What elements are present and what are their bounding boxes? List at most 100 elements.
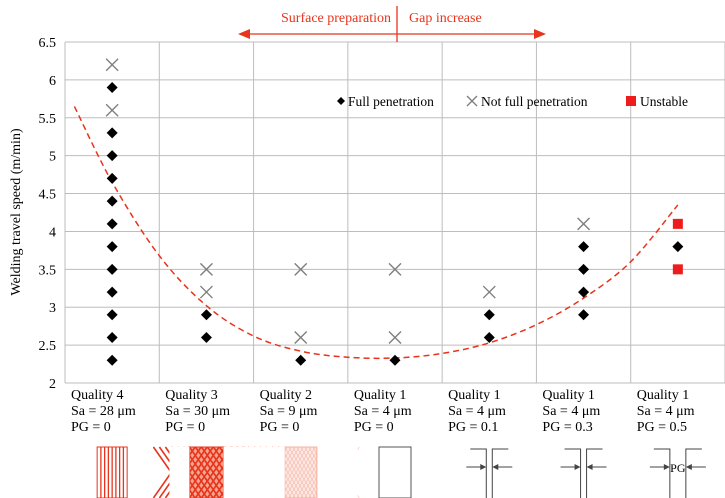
y-axis-ticks: 2 2.5 3 3.5 4 4.5 5 5.5 6 6.5: [39, 36, 57, 392]
point-full-penetration: [106, 241, 118, 253]
point-full-penetration: [578, 241, 590, 253]
x-stroke: [388, 331, 402, 345]
fine-pattern-icon: [244, 446, 360, 498]
data-points: [105, 58, 684, 366]
point-not-full-penetration: [577, 217, 591, 231]
point-full-penetration: [200, 309, 212, 321]
icon-mask: [244, 447, 285, 498]
y-axis-label: Welding travel speed (m/min): [9, 128, 24, 296]
x-stroke: [577, 217, 591, 231]
gap-arrows-icon: [560, 448, 607, 498]
gap-arrows-pg-icon: PG: [649, 448, 706, 498]
category-line2: Sa = 4 μm: [354, 404, 412, 419]
point-not-full-penetration: [482, 285, 496, 299]
icon-mask: [317, 447, 358, 498]
point-full-penetration: [106, 263, 118, 275]
arrowhead-icon: [663, 464, 670, 470]
sample-icons: PG: [96, 446, 706, 498]
arrowhead-icon: [574, 464, 581, 470]
point-full-penetration: [106, 286, 118, 298]
legend-label-not-full: Not full penetration: [481, 94, 588, 109]
arrowhead-icon: [685, 464, 692, 470]
category-line3: PG = 0: [260, 420, 300, 435]
point-full-penetration: [578, 286, 590, 298]
y-tick-label: 2: [49, 377, 56, 392]
x-stroke: [105, 103, 119, 117]
category-line2: Sa = 4 μm: [542, 404, 600, 419]
point-not-full-penetration: [388, 331, 402, 345]
category-line1: Quality 2: [260, 388, 313, 403]
legend-diamond-icon: [337, 97, 345, 105]
point-full-penetration: [389, 354, 401, 366]
x-stroke: [482, 285, 496, 299]
point-not-full-penetration: [388, 262, 402, 276]
point-unstable: [672, 218, 683, 229]
category-line1: Quality 1: [448, 388, 501, 403]
point-full-penetration: [578, 309, 590, 321]
category-line3: PG = 0: [165, 420, 205, 435]
x-stroke: [105, 58, 119, 72]
category-line2: Sa = 4 μm: [448, 404, 506, 419]
annotation-left-label: Surface preparation: [281, 11, 391, 26]
point-not-full-penetration: [294, 331, 308, 345]
arrowhead-icon: [586, 464, 593, 470]
arrowhead-right-icon: [534, 29, 546, 39]
category-line2: Sa = 30 μm: [165, 404, 230, 419]
trend-line: [73, 106, 679, 360]
y-tick-label: 3.5: [39, 263, 57, 278]
y-tick-label: 6: [49, 74, 56, 89]
category-line2: Sa = 4 μm: [637, 404, 695, 419]
y-tick-label: 5: [49, 150, 56, 165]
y-tick-label: 4: [49, 225, 56, 240]
y-tick-label: 2.5: [39, 339, 57, 354]
point-full-penetration: [106, 309, 118, 321]
category-line3: PG = 0.1: [448, 420, 498, 435]
point-unstable: [672, 264, 683, 275]
legend: Full penetration Not full penetration Un…: [337, 94, 688, 109]
category-line3: PG = 0.5: [637, 420, 687, 435]
point-not-full-penetration: [199, 285, 213, 299]
category-line1: Quality 1: [354, 388, 407, 403]
plate-left: [653, 448, 671, 498]
legend-label-full: Full penetration: [348, 94, 434, 109]
point-full-penetration: [106, 127, 118, 139]
y-tick-label: 4.5: [39, 188, 57, 203]
annotation-right-label: Gap increase: [409, 11, 482, 26]
annotation-arrows: Surface preparation Gap increase: [238, 6, 546, 42]
grid: [64, 41, 725, 384]
category-line3: PG = 0.3: [542, 420, 592, 435]
point-full-penetration: [200, 332, 212, 344]
point-not-full-penetration: [105, 103, 119, 117]
gap-label: PG: [670, 461, 686, 475]
arrowhead-icon: [480, 464, 487, 470]
point-not-full-penetration: [105, 58, 119, 72]
category-line1: Quality 1: [542, 388, 595, 403]
point-full-penetration: [295, 354, 307, 366]
icon-mask: [169, 447, 190, 498]
x-stroke: [294, 331, 308, 345]
point-full-penetration: [106, 150, 118, 162]
x-stroke: [199, 285, 213, 299]
legend-square-icon: [626, 96, 636, 106]
icon-hatch: [280, 446, 312, 498]
category-line3: PG = 0: [354, 420, 394, 435]
y-tick-label: 5.5: [39, 112, 57, 127]
point-full-penetration: [106, 172, 118, 184]
y-tick-label: 6.5: [39, 36, 57, 51]
plate-right: [685, 448, 702, 498]
legend-x-icon: [466, 95, 478, 107]
x-stroke: [199, 262, 213, 276]
plate-left: [470, 448, 487, 498]
point-full-penetration: [106, 195, 118, 207]
blank-plate-icon: [378, 446, 412, 498]
icon-hatch: [288, 446, 320, 498]
category-line1: Quality 4: [71, 388, 124, 403]
point-full-penetration: [483, 332, 495, 344]
legend-label-unstable: Unstable: [640, 94, 688, 109]
point-not-full-penetration: [199, 262, 213, 276]
point-full-penetration: [106, 218, 118, 230]
point-full-penetration: [578, 263, 590, 275]
plate-left: [564, 448, 582, 498]
